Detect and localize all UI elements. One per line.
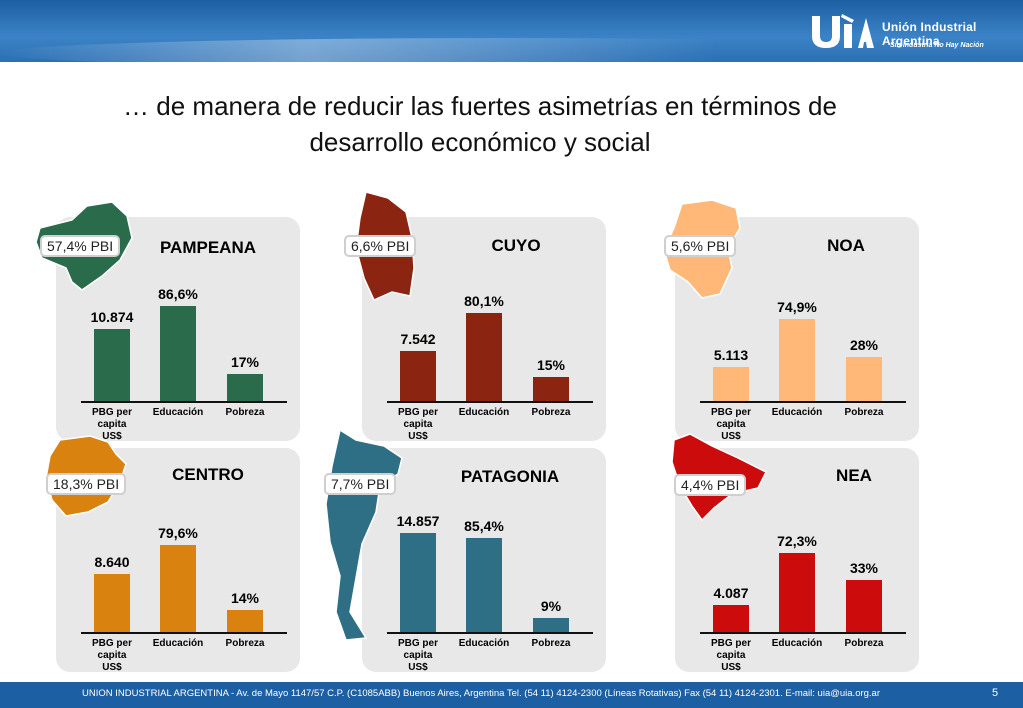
value-label-pampeana-educacion: 86,6%	[158, 286, 198, 302]
region-map-patagonia	[325, 428, 403, 641]
bar-noa-pobreza	[846, 357, 882, 401]
chart-baseline-centro	[81, 632, 287, 634]
category-label-nea-pobreza: Pobreza	[844, 638, 884, 649]
bar-patagonia-pobreza	[533, 618, 569, 632]
region-title-cuyo: CUYO	[491, 236, 541, 255]
bar-centro-pobreza	[227, 610, 263, 632]
category-label-cuyo-educacion: Educación	[458, 407, 510, 418]
category-label-centro-pobreza: Pobreza	[225, 638, 265, 649]
value-label-cuyo-educacion: 80,1%	[464, 293, 504, 309]
title-line-1: … de manera de reducir las fuertes asime…	[123, 91, 837, 121]
category-label-pampeana-pbg: PBG per capita US$	[91, 407, 132, 442]
value-label-nea-educacion: 72,3%	[777, 533, 817, 549]
category-label-patagonia-pobreza: Pobreza	[531, 638, 571, 649]
value-label-nea-pbg: 4.087	[713, 585, 749, 601]
bar-nea-educacion	[779, 553, 815, 632]
value-label-noa-pobreza: 28%	[849, 337, 879, 353]
bar-pampeana-pobreza	[227, 374, 263, 401]
chart-baseline-noa	[700, 401, 906, 403]
category-label-noa-pobreza: Pobreza	[844, 407, 884, 418]
category-label-patagonia-educacion: Educación	[458, 638, 510, 649]
region-title-pampeana: PAMPEANA	[159, 238, 257, 257]
value-label-patagonia-pbg: 14.857	[396, 513, 440, 529]
category-label-centro-pbg: PBG per capita US$	[91, 638, 132, 673]
value-label-patagonia-educacion: 85,4%	[464, 518, 504, 534]
bar-nea-pobreza	[846, 580, 882, 632]
region-title-patagonia: PATAGONIA	[460, 467, 560, 486]
bar-pampeana-educacion	[160, 306, 196, 401]
footer-bar: UNION INDUSTRIAL ARGENTINA - Av. de Mayo…	[0, 682, 1023, 708]
title-line-2: desarrollo económico y social	[309, 127, 651, 157]
value-label-pampeana-pbg: 10.874	[90, 309, 134, 325]
category-label-noa-pbg: PBG per capita US$	[710, 407, 751, 442]
category-label-pampeana-pobreza: Pobreza	[225, 407, 265, 418]
category-label-cuyo-pobreza: Pobreza	[531, 407, 571, 418]
value-label-centro-educacion: 79,6%	[158, 525, 198, 541]
bar-patagonia-educacion	[466, 538, 502, 632]
category-label-pampeana-educacion: Educación	[152, 407, 204, 418]
category-label-centro-educacion: Educación	[152, 638, 204, 649]
bar-cuyo-pobreza	[533, 377, 569, 401]
category-label-cuyo-pbg: PBG per capita US$	[397, 407, 438, 442]
value-label-centro-pobreza: 14%	[230, 590, 260, 606]
chart-baseline-cuyo	[387, 401, 593, 403]
logo-tagline: Sin Industria No Hay Nación	[890, 42, 984, 49]
bar-pampeana-pbg	[94, 329, 130, 401]
bar-patagonia-pbg	[400, 533, 436, 632]
value-label-noa-educacion: 74,9%	[777, 299, 817, 315]
value-label-cuyo-pobreza: 15%	[536, 357, 566, 373]
value-label-centro-pbg: 8.640	[94, 554, 130, 570]
category-label-nea-educacion: Educación	[771, 638, 823, 649]
category-label-noa-educacion: Educación	[771, 407, 823, 418]
header-sweep	[0, 38, 1023, 68]
chart-baseline-pampeana	[81, 401, 287, 403]
bar-centro-pbg	[94, 574, 130, 632]
bar-centro-educacion	[160, 545, 196, 632]
pbi-badge-pampeana: 57,4% PBI	[40, 235, 121, 257]
value-label-pampeana-pobreza: 17%	[230, 354, 260, 370]
header-bar: Unión Industrial Argentina Sin Industria…	[0, 0, 1023, 68]
bar-cuyo-pbg	[400, 351, 436, 401]
value-label-cuyo-pbg: 7.542	[400, 331, 436, 347]
bar-cuyo-educacion	[466, 313, 502, 401]
region-title-nea: NEA	[836, 466, 872, 485]
bar-nea-pbg	[713, 605, 749, 632]
bar-noa-educacion	[779, 319, 815, 401]
pbi-badge-cuyo: 6,6% PBI	[344, 235, 417, 257]
uia-logo: Unión Industrial Argentina Sin Industria…	[790, 6, 1010, 56]
footer-address: UNION INDUSTRIAL ARGENTINA - Av. de Mayo…	[82, 688, 881, 699]
value-label-patagonia-pobreza: 9%	[540, 598, 562, 614]
slide-title: … de manera de reducir las fuertes asime…	[60, 88, 900, 160]
category-label-nea-pbg: PBG per capita US$	[710, 638, 751, 673]
chart-baseline-nea	[700, 632, 906, 634]
uia-logo-mark	[812, 14, 874, 48]
pbi-badge-nea: 4,4% PBI	[674, 474, 747, 496]
bar-noa-pbg	[713, 367, 749, 401]
page-number: 5	[992, 687, 999, 699]
region-title-centro: CENTRO	[172, 465, 244, 484]
pbi-badge-patagonia: 7,7% PBI	[324, 473, 397, 495]
logo-name: Unión Industrial Argentina	[882, 20, 977, 48]
pbi-badge-centro: 18,3% PBI	[46, 473, 127, 495]
region-title-noa: NOA	[827, 236, 865, 255]
pbi-badge-noa: 5,6% PBI	[664, 235, 737, 257]
value-label-noa-pbg: 5.113	[713, 347, 749, 363]
value-label-nea-pobreza: 33%	[849, 560, 879, 576]
category-label-patagonia-pbg: PBG per capita US$	[397, 638, 438, 673]
chart-baseline-patagonia	[387, 632, 593, 634]
